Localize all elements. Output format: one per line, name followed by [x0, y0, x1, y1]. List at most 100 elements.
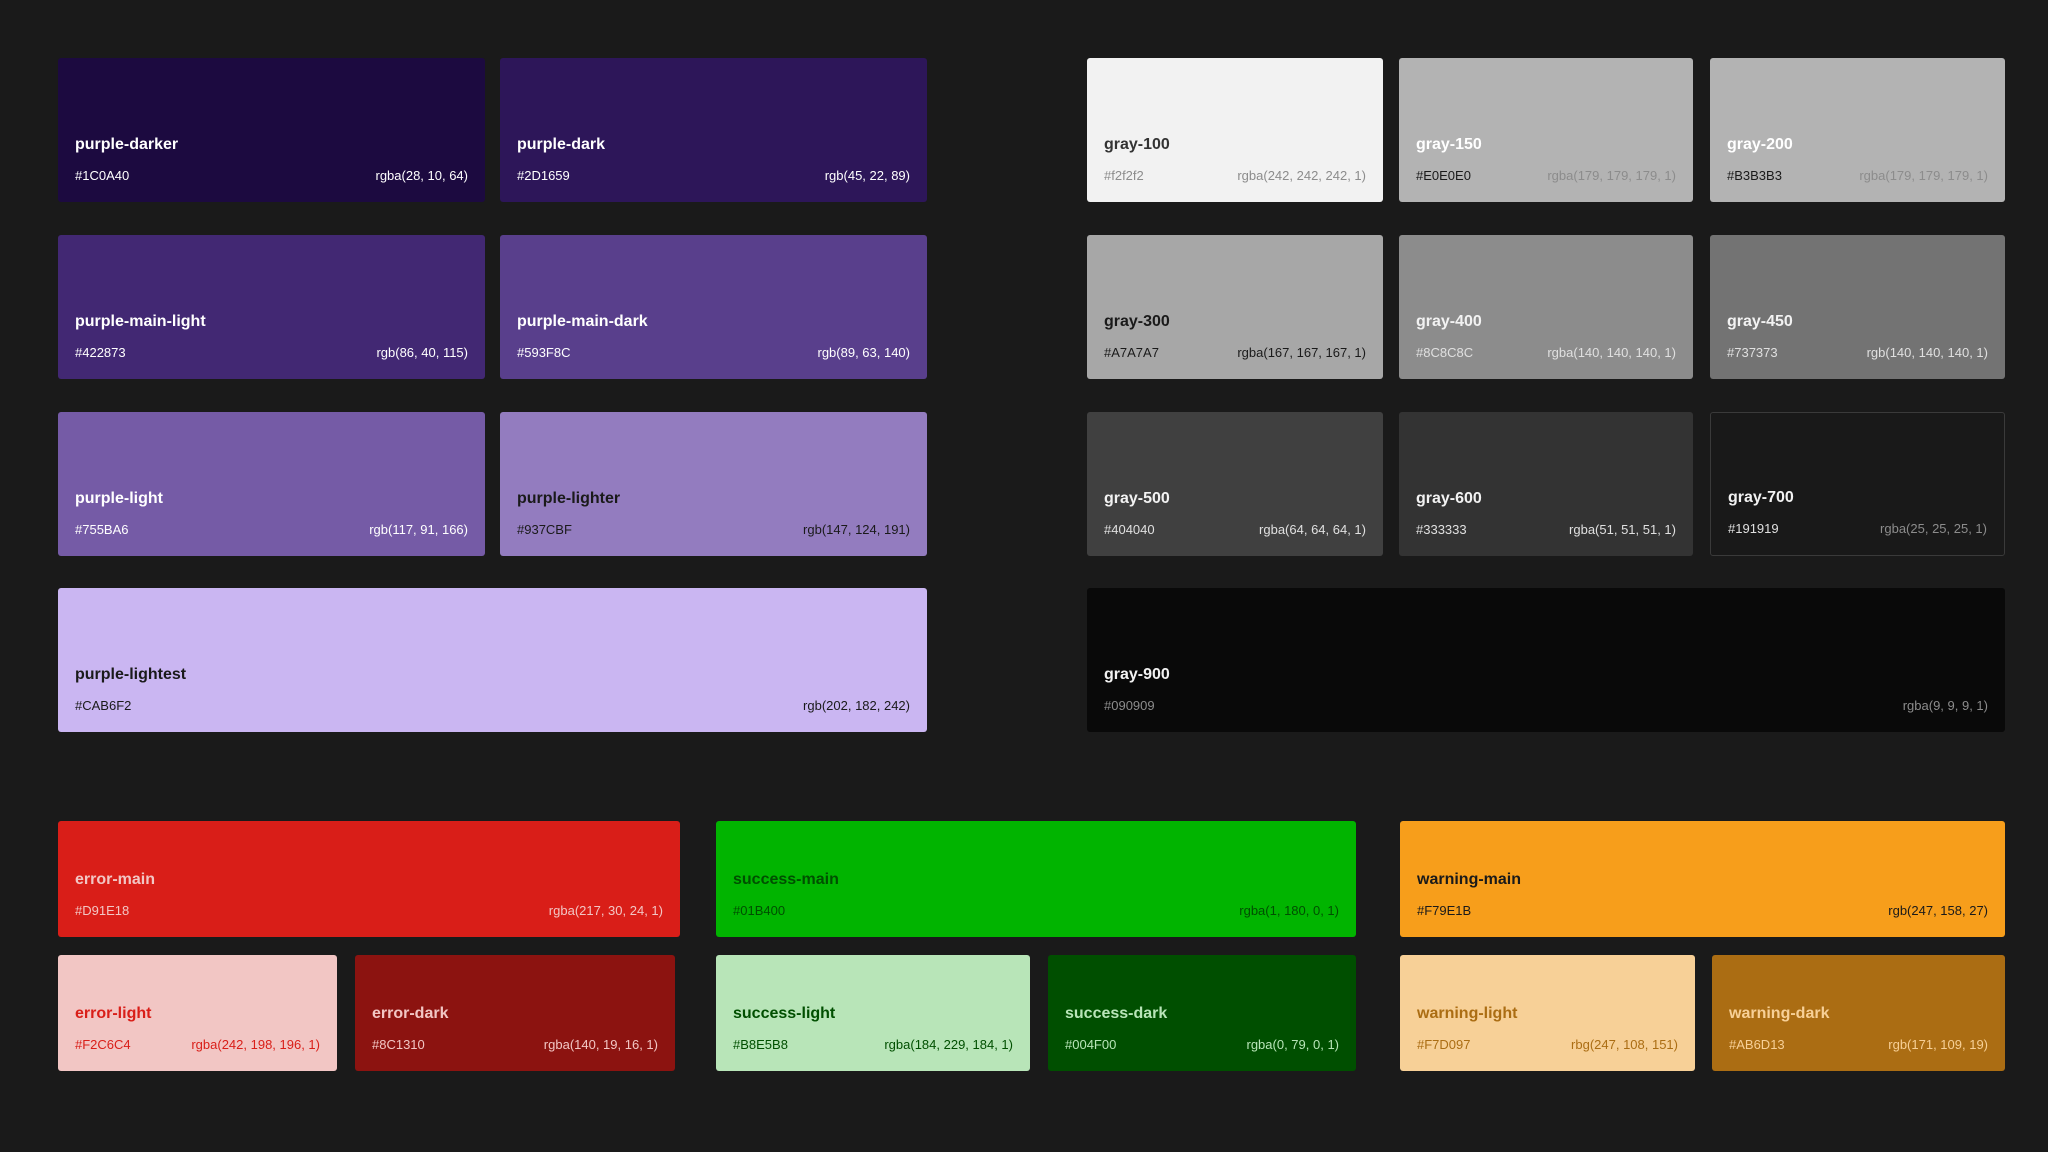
swatch-name: purple-light	[75, 490, 163, 507]
swatch-gray-300: gray-300 #A7A7A7 rgba(167, 167, 167, 1)	[1087, 235, 1383, 379]
swatch-error-main: error-main #D91E18 rgba(217, 30, 24, 1)	[58, 821, 680, 937]
swatch-hex: #404040	[1104, 522, 1155, 537]
swatch-rgb: rgba(0, 79, 0, 1)	[1246, 1037, 1340, 1052]
swatch-hex: #090909	[1104, 698, 1155, 713]
swatch-name: gray-600	[1416, 490, 1482, 507]
swatch-gray-450: gray-450 #737373 rgb(140, 140, 140, 1)	[1710, 235, 2005, 379]
swatch-rgb: rgba(242, 198, 196, 1)	[191, 1037, 320, 1052]
swatch-success-main: success-main #01B400 rgba(1, 180, 0, 1)	[716, 821, 1356, 937]
swatch-hex: #F2C6C4	[75, 1037, 131, 1052]
swatch-warning-main: warning-main #F79E1B rgb(247, 158, 27)	[1400, 821, 2005, 937]
swatch-name: purple-main-dark	[517, 313, 648, 330]
swatch-gray-400: gray-400 #8C8C8C rgba(140, 140, 140, 1)	[1399, 235, 1693, 379]
swatch-name: purple-lightest	[75, 666, 187, 683]
swatch-name: warning-dark	[1729, 1005, 1830, 1022]
swatch-hex: #8C8C8C	[1416, 345, 1474, 360]
swatch-rgb: rgba(140, 19, 16, 1)	[543, 1037, 658, 1052]
swatch-rgb: rgba(64, 64, 64, 1)	[1259, 522, 1366, 537]
swatch-hex: #D91E18	[75, 903, 130, 918]
swatch-rgb: rgba(184, 229, 184, 1)	[884, 1037, 1013, 1052]
swatch-rgb: rgba(217, 30, 24, 1)	[548, 903, 663, 918]
swatch-hex: #191919	[1728, 521, 1779, 536]
swatch-hex: #2D1659	[517, 168, 570, 183]
swatch-hex: #8C1310	[372, 1037, 425, 1052]
swatch-rgb: rgba(179, 179, 179, 1)	[1547, 168, 1676, 183]
swatch-warning-dark: warning-dark #AB6D13 rgb(171, 109, 19)	[1712, 955, 2005, 1071]
swatch-rgb: rgba(28, 10, 64)	[375, 168, 468, 183]
swatch-hex: #422873	[75, 345, 126, 360]
swatch-rgb: rgba(9, 9, 9, 1)	[1902, 698, 1988, 713]
swatch-gray-600: gray-600 #333333 rgba(51, 51, 51, 1)	[1399, 412, 1693, 556]
swatch-success-dark: success-dark #004F00 rgba(0, 79, 0, 1)	[1048, 955, 1356, 1071]
swatch-rgb: rgb(117, 91, 166)	[369, 522, 468, 537]
swatch-purple-lightest: purple-lightest #CAB6F2 rgb(202, 182, 24…	[58, 588, 927, 732]
swatch-rgb: rbg(247, 108, 151)	[1571, 1037, 1678, 1052]
swatch-error-dark: error-dark #8C1310 rgba(140, 19, 16, 1)	[355, 955, 675, 1071]
swatch-rgb: rgb(140, 140, 140, 1)	[1866, 345, 1988, 360]
swatch-error-light: error-light #F2C6C4 rgba(242, 198, 196, …	[58, 955, 337, 1071]
swatch-name: gray-400	[1416, 313, 1482, 330]
swatch-gray-700: gray-700 #191919 rgba(25, 25, 25, 1)	[1710, 412, 2005, 556]
swatch-rgb: rgba(167, 167, 167, 1)	[1237, 345, 1366, 360]
swatch-purple-darker: purple-darker #1C0A40 rgba(28, 10, 64)	[58, 58, 485, 202]
swatch-hex: #AB6D13	[1729, 1037, 1785, 1052]
swatch-purple-lighter: purple-lighter #937CBF rgb(147, 124, 191…	[500, 412, 927, 556]
swatch-gray-500: gray-500 #404040 rgba(64, 64, 64, 1)	[1087, 412, 1383, 556]
swatch-name: error-light	[75, 1005, 152, 1022]
swatch-name: success-light	[733, 1005, 836, 1022]
swatch-name: warning-light	[1417, 1005, 1518, 1022]
swatch-hex: #f2f2f2	[1104, 168, 1144, 183]
swatch-hex: #01B400	[733, 903, 786, 918]
swatch-gray-150: gray-150 #E0E0E0 rgba(179, 179, 179, 1)	[1399, 58, 1693, 202]
swatch-hex: #CAB6F2	[75, 698, 132, 713]
swatch-name: gray-150	[1416, 136, 1482, 153]
swatch-rgb: rgb(247, 158, 27)	[1888, 903, 1988, 918]
swatch-rgb: rgb(45, 22, 89)	[824, 168, 910, 183]
swatch-hex: #333333	[1416, 522, 1467, 537]
swatch-rgb: rgb(147, 124, 191)	[803, 522, 910, 537]
swatch-name: gray-200	[1727, 136, 1793, 153]
swatch-name: gray-700	[1728, 489, 1794, 506]
swatch-hex: #A7A7A7	[1104, 345, 1159, 360]
swatch-name: warning-main	[1417, 871, 1522, 888]
swatch-hex: #004F00	[1065, 1037, 1117, 1052]
swatch-hex: #E0E0E0	[1416, 168, 1471, 183]
swatch-name: purple-lighter	[517, 490, 621, 507]
swatch-rgb: rgba(179, 179, 179, 1)	[1859, 168, 1988, 183]
swatch-rgb: rgb(171, 109, 19)	[1888, 1037, 1988, 1052]
swatch-hex: #B3B3B3	[1727, 168, 1782, 183]
swatch-gray-100: gray-100 #f2f2f2 rgba(242, 242, 242, 1)	[1087, 58, 1383, 202]
swatch-rgb: rgba(25, 25, 25, 1)	[1880, 521, 1987, 536]
swatch-name: gray-300	[1104, 313, 1170, 330]
swatch-rgb: rgb(86, 40, 115)	[376, 345, 468, 360]
swatch-name: purple-main-light	[75, 313, 206, 330]
swatch-purple-main-dark: purple-main-dark #593F8C rgb(89, 63, 140…	[500, 235, 927, 379]
swatch-gray-200: gray-200 #B3B3B3 rgba(179, 179, 179, 1)	[1710, 58, 2005, 202]
swatch-purple-main-light: purple-main-light #422873 rgb(86, 40, 11…	[58, 235, 485, 379]
swatch-purple-dark: purple-dark #2D1659 rgb(45, 22, 89)	[500, 58, 927, 202]
swatch-rgb: rgba(242, 242, 242, 1)	[1237, 168, 1366, 183]
swatch-name: purple-dark	[517, 136, 606, 153]
swatch-gray-900: gray-900 #090909 rgba(9, 9, 9, 1)	[1087, 588, 2005, 732]
swatch-name: success-main	[733, 871, 839, 888]
swatch-hex: #755BA6	[75, 522, 129, 537]
swatch-name: error-dark	[372, 1005, 449, 1022]
swatch-rgb: rgba(51, 51, 51, 1)	[1569, 522, 1676, 537]
swatch-hex: #737373	[1727, 345, 1778, 360]
swatch-hex: #B8E5B8	[733, 1037, 788, 1052]
swatch-hex: #937CBF	[517, 522, 572, 537]
swatch-warning-light: warning-light #F7D097 rbg(247, 108, 151)	[1400, 955, 1695, 1071]
swatch-rgb: rgb(202, 182, 242)	[803, 698, 910, 713]
swatch-name: gray-450	[1727, 313, 1793, 330]
swatch-name: success-dark	[1065, 1005, 1168, 1022]
swatch-hex: #593F8C	[517, 345, 571, 360]
swatch-name: error-main	[75, 871, 156, 888]
swatch-hex: #F7D097	[1417, 1037, 1471, 1052]
swatch-rgb: rgb(89, 63, 140)	[817, 345, 910, 360]
swatch-hex: #1C0A40	[75, 168, 130, 183]
swatch-success-light: success-light #B8E5B8 rgba(184, 229, 184…	[716, 955, 1030, 1071]
swatch-name: gray-100	[1104, 136, 1170, 153]
swatch-rgb: rgba(140, 140, 140, 1)	[1547, 345, 1676, 360]
swatch-name: purple-darker	[75, 136, 179, 153]
swatch-name: gray-900	[1104, 666, 1170, 683]
